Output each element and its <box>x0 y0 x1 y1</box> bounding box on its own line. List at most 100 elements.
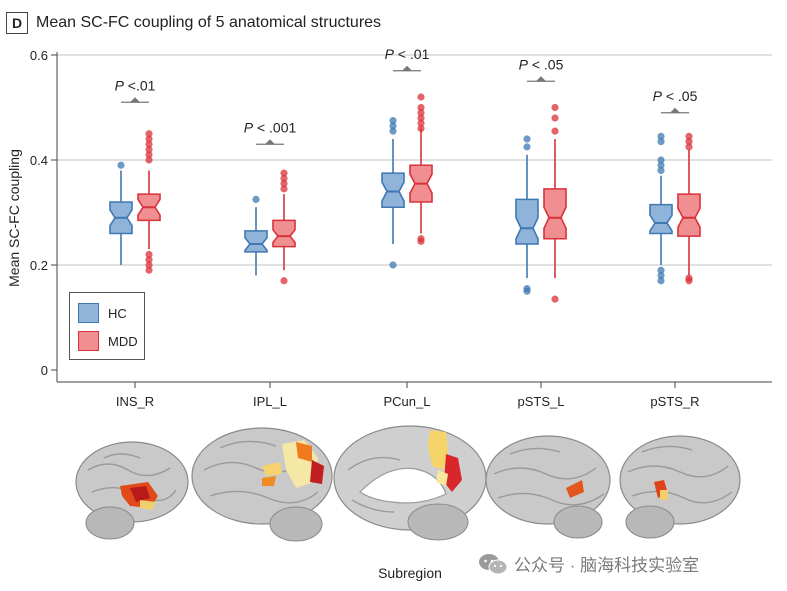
box-body <box>677 193 701 237</box>
wechat-icon <box>479 553 508 574</box>
y-axis: 0 0.2 0.4 0.6 <box>30 48 58 382</box>
box-hc-psts_r <box>649 132 673 285</box>
box-body <box>543 188 567 240</box>
outlier-point <box>145 135 153 143</box>
outlier-point <box>389 117 397 125</box>
outlier-point <box>280 169 288 177</box>
legend-swatch-hc <box>78 303 99 323</box>
significance-marker <box>670 107 680 113</box>
x-tick-label: PCun_L <box>384 394 431 409</box>
y-tick-label: 0 <box>41 363 48 378</box>
box-mdd-psts_l <box>543 103 567 303</box>
significance-pcun_l: P < .01 <box>385 46 430 72</box>
x-axis: INS_R IPL_L PCun_L pSTS_L pSTS_R <box>57 381 772 409</box>
x-tick-label: IPL_L <box>253 394 287 409</box>
outlier-point <box>417 124 425 133</box>
outlier-point <box>389 122 397 130</box>
significance-marker <box>402 65 412 71</box>
outlier-point <box>657 132 665 140</box>
outlier-point <box>657 271 665 280</box>
outlier-point <box>657 277 665 285</box>
outlier-point <box>145 145 153 154</box>
panel-title: Mean SC-FC coupling of 5 anatomical stru… <box>36 14 382 31</box>
outlier-point <box>685 274 693 282</box>
significance-psts_l: P < .05 <box>519 56 564 82</box>
outlier-point <box>551 114 559 122</box>
outlier-point <box>551 295 559 303</box>
box-mdd-pcun_l <box>409 93 433 245</box>
legend-swatch-mdd <box>78 331 99 351</box>
outlier-point <box>523 285 531 293</box>
outlier-point <box>657 156 665 164</box>
outlier-point <box>685 132 693 140</box>
brain-image-ins-r <box>75 441 189 540</box>
legend-label-mdd: MDD <box>108 333 138 349</box>
x-tick-label: pSTS_L <box>518 394 565 409</box>
outlier-point <box>657 138 665 146</box>
outlier-point <box>523 143 531 151</box>
watermark: 公众号 · 脑海科技实验室 <box>478 551 699 576</box>
outlier-point <box>252 195 260 203</box>
outlier-point <box>551 127 559 135</box>
legend-label-hc: HC <box>108 305 127 321</box>
significance-marker <box>536 76 546 82</box>
significance-label: P < .05 <box>653 88 698 104</box>
outlier-point <box>417 119 425 127</box>
legend-item-hc: HC <box>78 302 127 324</box>
outlier-point <box>280 180 288 188</box>
outlier-point <box>389 261 397 269</box>
significance-ipl_l: P < .001 <box>244 119 297 145</box>
outlier-point <box>417 235 425 243</box>
brain-image-psts-l <box>485 435 611 539</box>
brain-image-ipl-l <box>191 427 333 542</box>
box-body <box>515 198 539 245</box>
box-body <box>244 230 268 253</box>
y-axis-label: Mean SC-FC coupling <box>6 149 22 287</box>
box-series <box>109 93 701 303</box>
outlier-point <box>417 103 425 112</box>
brain-image-pcun-l <box>333 425 487 541</box>
brain-illustrations <box>75 425 741 542</box>
outlier-point <box>523 135 531 143</box>
outlier-point <box>280 185 288 193</box>
box-hc-pcun_l <box>381 117 405 269</box>
outlier-point <box>145 140 153 148</box>
outlier-point <box>145 266 153 274</box>
outlier-point <box>145 256 153 264</box>
significance-label: P <.01 <box>115 77 156 93</box>
outlier-point <box>657 266 665 274</box>
outlier-point <box>145 130 153 138</box>
brain-image-psts-r <box>619 435 741 539</box>
box-hc-ins_r <box>109 161 133 265</box>
outlier-point <box>145 151 153 159</box>
outlier-point <box>657 166 665 175</box>
outlier-point <box>280 174 288 182</box>
outlier-point <box>417 109 425 117</box>
significance-label: P < .01 <box>385 46 430 62</box>
gridlines <box>57 54 772 266</box>
significance-label: P < .001 <box>244 119 297 135</box>
panel-label: D <box>6 12 28 34</box>
outlier-point <box>685 138 693 146</box>
x-tick-label: INS_R <box>116 394 154 409</box>
x-tick-label: pSTS_R <box>650 394 699 409</box>
box-mdd-ins_r <box>137 130 161 274</box>
outlier-point <box>145 250 153 259</box>
box-body <box>381 172 405 209</box>
box-mdd-psts_r <box>677 132 701 285</box>
box-body <box>272 219 296 248</box>
box-body <box>649 203 673 235</box>
box-mdd-ipl_l <box>272 169 296 285</box>
outlier-point <box>551 103 559 112</box>
box-hc-ipl_l <box>244 195 268 276</box>
significance-label: P < .05 <box>519 56 564 72</box>
y-tick-label: 0.6 <box>30 48 48 63</box>
x-axis-label: Subregion <box>378 565 442 581</box>
significance-annotations: P <.01 P < .001 P < .01 P < .05 P < .05 <box>115 46 698 145</box>
outlier-point <box>657 161 665 169</box>
box-hc-psts_l <box>515 135 539 295</box>
significance-psts_r: P < .05 <box>653 88 698 114</box>
outlier-point <box>145 156 153 164</box>
outlier-point <box>417 114 425 122</box>
